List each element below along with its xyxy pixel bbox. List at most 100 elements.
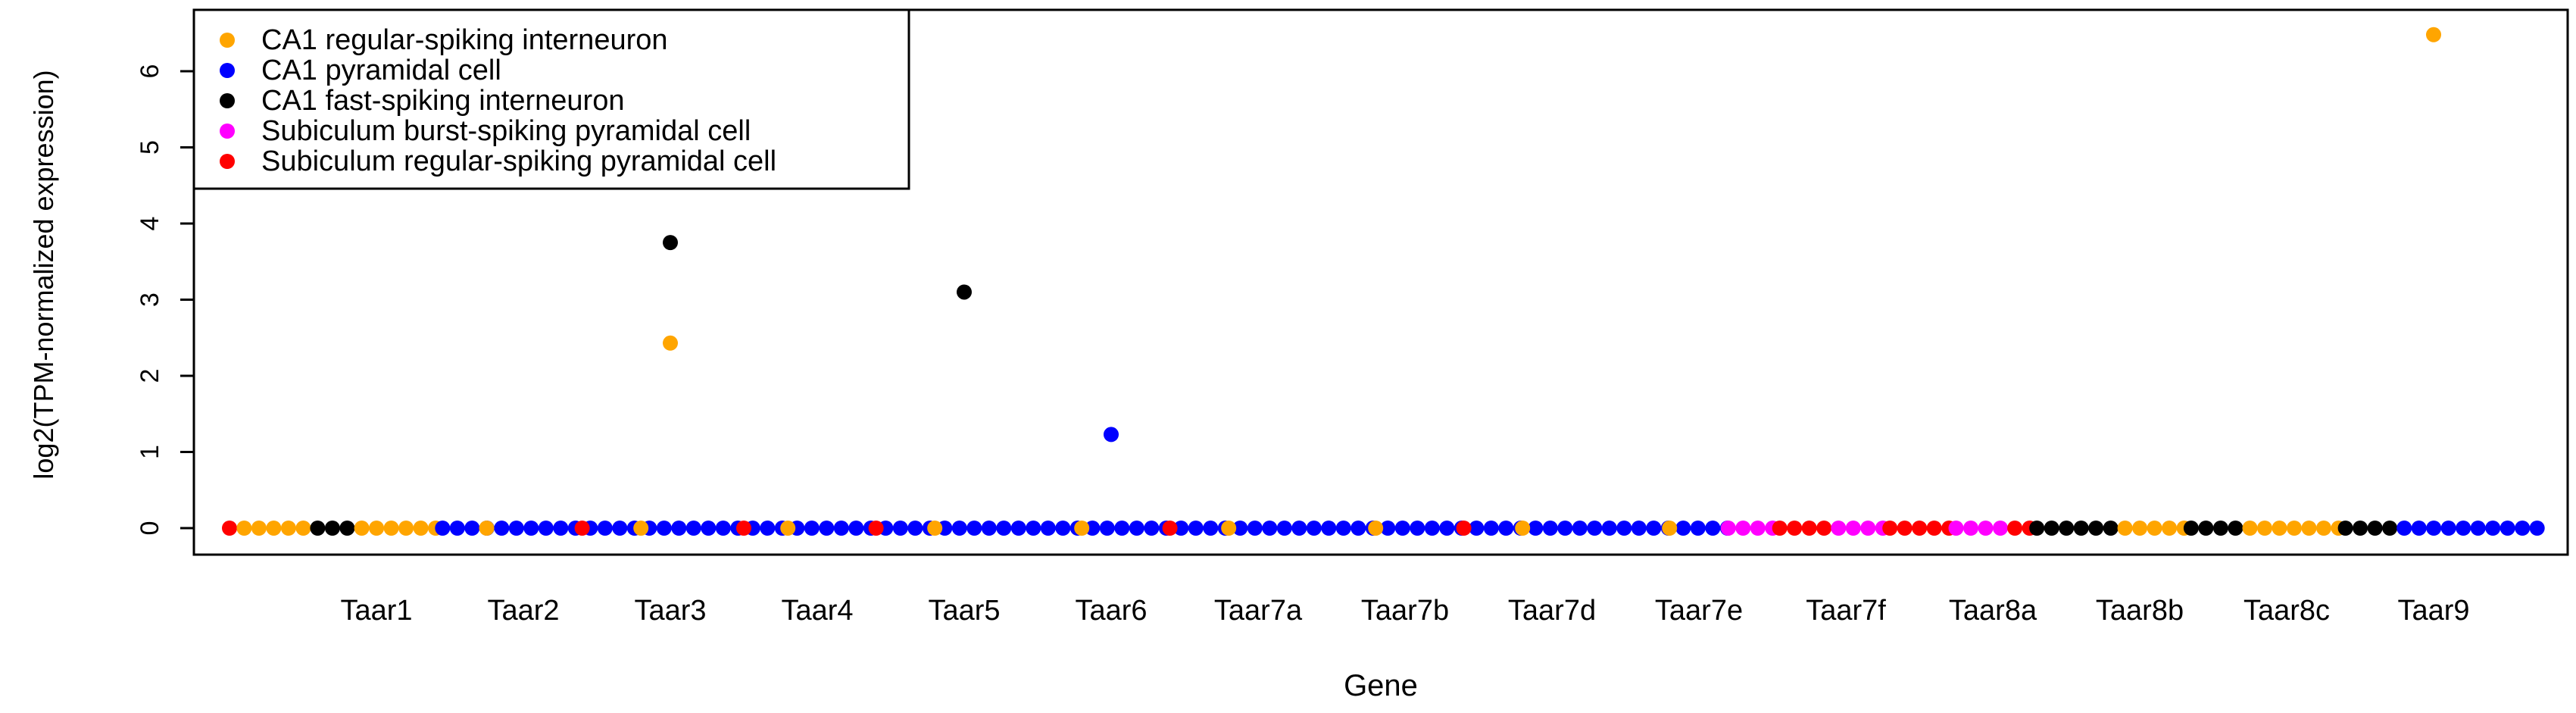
x-tick-label: Taar9 — [2397, 595, 2469, 627]
baseline-point — [295, 521, 311, 536]
baseline-point — [2198, 521, 2214, 536]
baseline-point — [1232, 521, 1248, 536]
baseline-point — [1162, 521, 1178, 536]
y-tick-label: 3 — [136, 292, 164, 307]
baseline-point — [892, 521, 908, 536]
data-point — [1104, 427, 1119, 442]
baseline-point — [2456, 521, 2471, 536]
y-tick-label: 6 — [136, 64, 164, 79]
baseline-point — [804, 521, 820, 536]
baseline-point — [1831, 521, 1847, 536]
baseline-point — [1074, 521, 1090, 536]
baseline-point — [1276, 521, 1292, 536]
baseline-point — [1772, 521, 1788, 536]
baseline-point — [1026, 521, 1041, 536]
baseline-point — [464, 521, 480, 536]
x-tick-label: Taar3 — [634, 595, 706, 627]
data-point — [663, 235, 678, 251]
baseline-point — [494, 521, 510, 536]
baseline-point — [1882, 521, 1898, 536]
baseline-point — [1616, 521, 1632, 536]
baseline-point — [251, 521, 267, 536]
baseline-point — [1424, 521, 1440, 536]
x-tick-label: Taar8b — [2096, 595, 2184, 627]
x-tick-label: Taar4 — [781, 595, 853, 627]
baseline-point — [685, 521, 701, 536]
data-point — [663, 335, 678, 351]
legend-label: Subiculum regular-spiking pyramidal cell — [261, 145, 776, 177]
baseline-point — [760, 521, 776, 536]
baseline-point — [1469, 521, 1485, 536]
baseline-point — [1963, 521, 1978, 536]
baseline-point — [1690, 521, 1706, 536]
baseline-point — [715, 521, 731, 536]
baseline-point — [1114, 521, 1130, 536]
x-tick-label: Taar7f — [1806, 595, 1886, 627]
baseline-point — [2301, 521, 2317, 536]
baseline-point — [222, 521, 237, 536]
baseline-point — [1099, 521, 1115, 536]
baseline-point — [1557, 521, 1573, 536]
baseline-point — [1321, 521, 1337, 536]
baseline-point — [2440, 521, 2456, 536]
baseline-point — [2316, 521, 2331, 536]
data-point — [957, 284, 972, 300]
baseline-point — [538, 521, 554, 536]
baseline-point — [2212, 521, 2228, 536]
baseline-point — [2500, 521, 2515, 536]
axes-layer: 0 1 2 3 4 5 6 Taar1 Taar2 Taar3 Taar4 Taar5 Taar6 Taa… — [136, 8, 2569, 627]
baseline-point — [1055, 521, 1071, 536]
baseline-point — [951, 521, 967, 536]
x-tick-label: Taar8a — [1949, 595, 2037, 627]
plot-frame — [192, 8, 2569, 556]
x-tick-label: Taar7e — [1655, 595, 1743, 627]
legend-marker — [220, 154, 235, 169]
baseline-point — [2485, 521, 2501, 536]
baseline-point — [1912, 521, 1928, 536]
baseline-point — [1646, 521, 1662, 536]
y-tick-label: 0 — [136, 521, 164, 536]
baseline-point — [996, 521, 1012, 536]
baseline-point — [1515, 521, 1531, 536]
legend-label: CA1 fast-spiking interneuron — [261, 85, 624, 117]
baseline-point — [2103, 521, 2119, 536]
baseline-point — [2242, 521, 2258, 536]
baseline-point — [2470, 521, 2486, 536]
baseline-point — [1631, 521, 1647, 536]
baseline-point — [280, 521, 296, 536]
baseline-point — [1993, 521, 2008, 536]
baseline-point — [2353, 521, 2368, 536]
baseline-point — [1498, 521, 1514, 536]
baseline-point — [701, 521, 717, 536]
y-tick-label: 1 — [136, 445, 164, 459]
x-tick-label: Taar1 — [340, 595, 412, 627]
baseline-point — [833, 521, 849, 536]
baseline-point — [1720, 521, 1736, 536]
baseline-point — [1978, 521, 1994, 536]
y-tick-label: 4 — [136, 217, 164, 231]
points-layer — [222, 27, 2545, 536]
baseline-point — [1816, 521, 1832, 536]
baseline-point — [1948, 521, 1964, 536]
baseline-point — [2515, 521, 2531, 536]
legend-label: Subiculum burst-spiking pyramidal cell — [261, 115, 751, 147]
baseline-point — [2411, 521, 2427, 536]
baseline-point — [2382, 521, 2398, 536]
baseline-point — [1144, 521, 1160, 536]
baseline-point — [1291, 521, 1307, 536]
baseline-point — [523, 521, 539, 536]
baseline-point — [1306, 521, 1322, 536]
baseline-point — [1801, 521, 1817, 536]
baseline-point — [2088, 521, 2104, 536]
baseline-point — [2228, 521, 2243, 536]
baseline-point — [324, 521, 340, 536]
baseline-point — [2162, 521, 2178, 536]
legend-label: CA1 regular-spiking interneuron — [261, 24, 668, 56]
baseline-point — [656, 521, 672, 536]
baseline-point — [2147, 521, 2162, 536]
baseline-point — [1860, 521, 1876, 536]
legend-marker — [220, 63, 235, 78]
baseline-point — [2529, 521, 2545, 536]
